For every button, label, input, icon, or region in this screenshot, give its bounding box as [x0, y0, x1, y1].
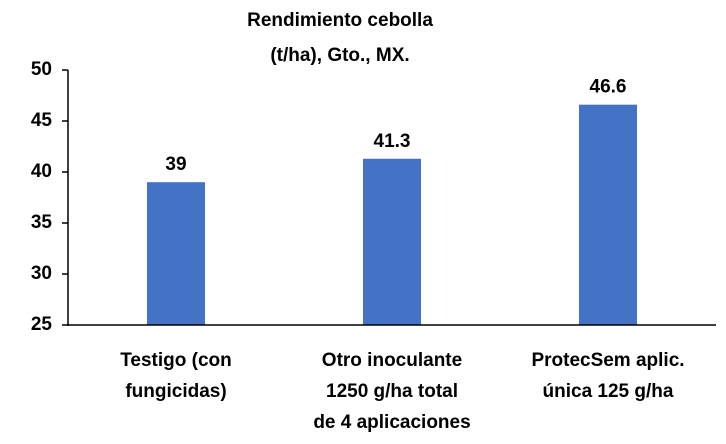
x-tick-label: 1250 g/ha total: [326, 381, 458, 402]
x-tick-label: de 4 aplicaciones: [313, 412, 470, 433]
bar: [147, 182, 205, 325]
y-tick-label: 35: [31, 212, 53, 233]
value-label: 46.6: [590, 77, 627, 98]
value-label: 41.3: [374, 131, 411, 152]
x-tick-label: fungicidas): [125, 381, 226, 402]
x-tick-label: Otro inoculante: [322, 350, 462, 371]
x-tick-label: Testigo (con: [120, 350, 232, 371]
y-tick-label: 30: [31, 263, 52, 284]
value-label: 39: [165, 154, 186, 175]
y-tick-label: 45: [31, 110, 53, 131]
bar: [579, 104, 637, 326]
y-tick-label: 40: [31, 161, 52, 182]
bar: [363, 158, 421, 325]
chart-title: (t/ha), Gto., MX.: [270, 45, 409, 66]
x-tick-label: ProtecSem aplic.: [531, 350, 684, 371]
y-tick-label: 25: [31, 314, 53, 335]
chart-title: Rendimiento cebolla: [247, 10, 433, 31]
y-tick-label: 50: [31, 59, 52, 80]
x-tick-label: única 125 g/ha: [543, 381, 674, 402]
